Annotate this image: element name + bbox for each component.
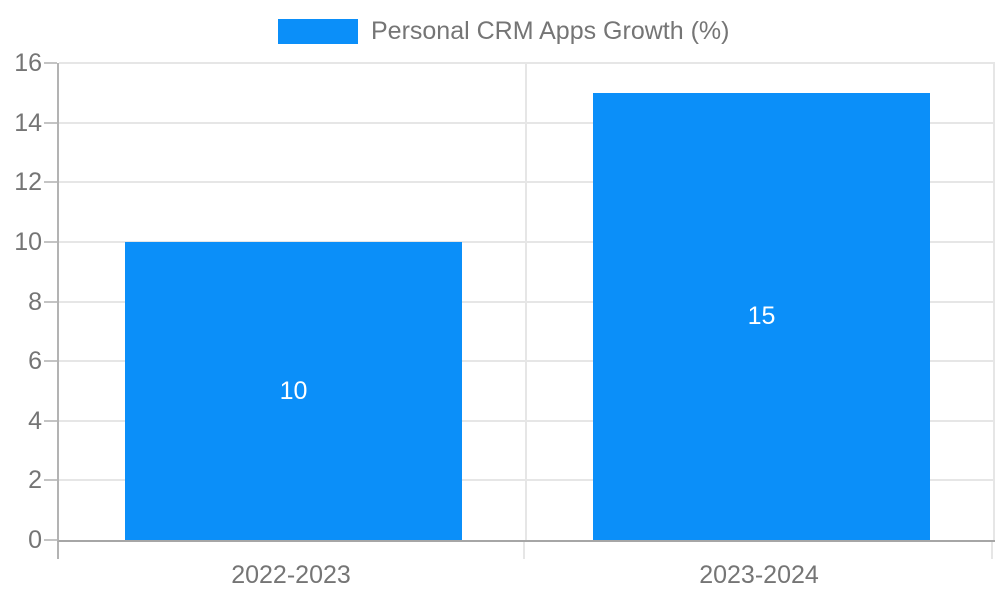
category-boundary-line	[993, 63, 995, 540]
y-axis-label: 16	[14, 49, 42, 77]
y-axis-tick	[44, 240, 57, 243]
gridline	[59, 419, 995, 422]
y-axis-label: 4	[28, 406, 42, 435]
x-axis-tick	[991, 542, 993, 559]
y-axis-label: 6	[28, 347, 42, 376]
x-axis-label: 2022-2023	[231, 561, 351, 589]
y-axis-label: 14	[14, 108, 42, 137]
y-axis-label: 2	[28, 466, 42, 495]
y-axis-label: 8	[28, 287, 42, 316]
y-axis-tick	[44, 419, 57, 422]
legend: Personal CRM Apps Growth (%)	[278, 17, 729, 46]
gridline	[59, 479, 995, 482]
y-axis-label: 10	[14, 227, 42, 256]
y-axis-label: 12	[14, 168, 42, 197]
y-axis-tick	[44, 360, 57, 363]
y-axis-label: 0	[28, 526, 42, 554]
y-axis-tick	[44, 300, 57, 303]
plot-area: 10 15	[57, 62, 995, 542]
category-boundary-line	[525, 63, 527, 540]
gridline	[59, 121, 995, 124]
x-axis-label: 2023-2024	[699, 561, 819, 589]
bar: 10	[125, 242, 462, 540]
gridline	[59, 240, 995, 243]
gridline	[59, 181, 995, 184]
bar-value-label: 15	[747, 302, 776, 330]
y-axis-tick	[44, 479, 57, 482]
y-axis-tick	[44, 539, 57, 541]
gridline	[59, 62, 995, 64]
x-axis-tick	[523, 542, 525, 559]
y-axis-tick	[44, 181, 57, 184]
gridline	[59, 300, 995, 303]
y-axis-extension	[57, 542, 59, 559]
bar: 15	[593, 93, 930, 540]
y-axis-tick	[44, 121, 57, 124]
legend-label: Personal CRM Apps Growth (%)	[371, 17, 730, 45]
legend-swatch	[278, 19, 358, 44]
gridline	[59, 360, 995, 363]
y-axis-tick	[44, 62, 57, 64]
bar-value-label: 10	[279, 376, 308, 405]
